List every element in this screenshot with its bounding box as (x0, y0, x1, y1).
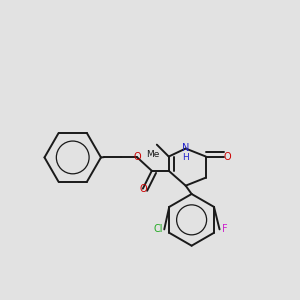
Text: Cl: Cl (154, 224, 163, 234)
Text: O: O (224, 152, 231, 161)
Text: N: N (182, 142, 189, 153)
Text: Me: Me (146, 150, 160, 159)
Text: H: H (182, 153, 189, 162)
Text: F: F (222, 224, 228, 234)
Text: O: O (133, 152, 141, 162)
Text: O: O (139, 184, 147, 194)
